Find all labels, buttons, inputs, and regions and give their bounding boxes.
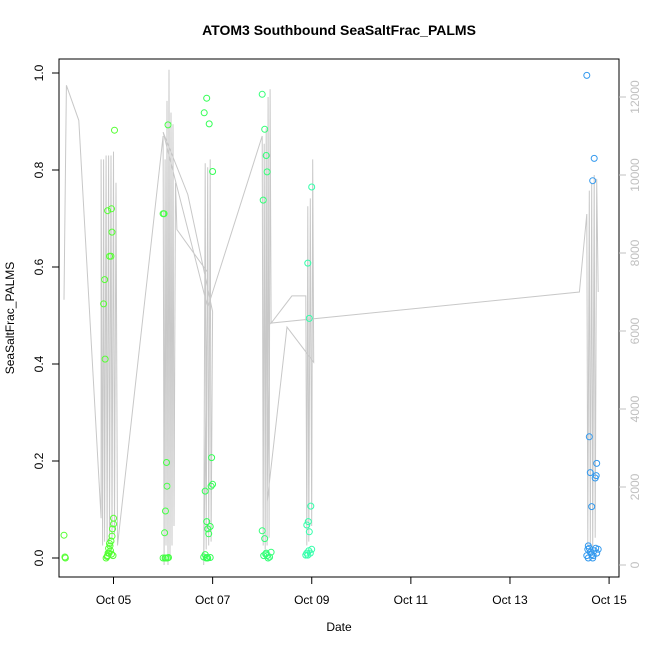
data-point <box>583 71 591 79</box>
data-point <box>101 355 109 363</box>
data-point <box>159 554 167 562</box>
data-point <box>108 228 116 236</box>
altitude-line <box>63 69 599 566</box>
data-point <box>305 314 313 322</box>
data-point <box>161 529 169 537</box>
x-tick-label: Oct 09 <box>294 593 330 607</box>
data-point <box>110 514 117 522</box>
data-point <box>207 482 215 490</box>
data-point <box>259 196 267 204</box>
data-point <box>592 472 600 480</box>
y-tick-label: 0.6 <box>32 258 46 275</box>
data-point <box>108 532 116 540</box>
data-point <box>164 121 172 129</box>
y-tick-label: 0.4 <box>32 355 46 372</box>
data-point <box>304 259 312 267</box>
y2-tick-label: 2000 <box>628 473 642 500</box>
altitude-line-layer <box>63 69 599 566</box>
data-point <box>305 528 313 536</box>
y2-tick-label: 10000 <box>628 158 642 192</box>
data-point <box>205 530 213 538</box>
data-point <box>203 518 211 526</box>
data-point <box>262 152 270 159</box>
data-point <box>209 168 217 175</box>
data-point <box>109 525 116 533</box>
data-point <box>163 482 171 490</box>
data-point <box>586 469 594 477</box>
data-point <box>307 502 315 510</box>
y2-tick-label: 0 <box>628 561 642 568</box>
y-tick-label: 0.8 <box>32 161 46 178</box>
data-point <box>107 537 115 545</box>
data-point <box>204 554 212 562</box>
data-point <box>306 549 314 557</box>
data-point <box>61 554 69 562</box>
data-point <box>109 552 117 560</box>
plot-box <box>58 58 620 578</box>
data-point <box>206 523 214 530</box>
data-point <box>209 480 217 488</box>
x-tick-label: Oct 07 <box>195 593 231 607</box>
data-point <box>200 109 208 117</box>
data-point <box>308 183 316 191</box>
data-point <box>589 177 597 185</box>
data-point <box>160 210 168 218</box>
data-point <box>303 521 311 529</box>
data-point <box>588 503 596 511</box>
data-point <box>108 205 115 213</box>
data-point <box>263 168 271 176</box>
data-point <box>100 300 108 308</box>
x-tick-label: Oct 13 <box>492 593 528 607</box>
y-tick-label: 0.0 <box>32 549 46 566</box>
data-point <box>304 518 312 526</box>
data-point <box>258 90 266 98</box>
data-point <box>106 542 114 550</box>
data-point <box>205 120 213 128</box>
y2-tick-label: 4000 <box>628 395 642 422</box>
data-point <box>107 252 115 260</box>
y2-tick-label: 8000 <box>628 239 642 266</box>
data-point <box>101 276 109 284</box>
data-point <box>593 459 601 467</box>
data-point <box>267 548 275 556</box>
points-layer <box>60 71 602 562</box>
data-point <box>163 459 170 466</box>
data-point <box>203 94 211 102</box>
axes-layer: 0.0 0.2 0.4 0.6 0.8 1.0 0 2000 4000 6000 8000 10000… <box>32 58 642 607</box>
data-point <box>104 207 112 215</box>
data-point <box>162 507 169 515</box>
y2-tick-label: 12000 <box>628 80 642 114</box>
data-point <box>165 554 172 561</box>
data-point <box>308 545 316 553</box>
data-point <box>208 454 216 462</box>
data-point <box>201 487 209 495</box>
data-point <box>111 126 118 134</box>
chart-title: ATOM3 Southbound SeaSaltFrac_PALMS <box>202 22 476 38</box>
data-point <box>206 554 214 561</box>
data-point <box>589 552 597 560</box>
x-tick-label: Oct 11 <box>394 593 429 607</box>
x-tick-label: Oct 05 <box>96 593 132 607</box>
data-point <box>590 154 598 162</box>
x-axis-label: Date <box>326 620 352 634</box>
data-point <box>258 527 266 535</box>
data-point <box>60 531 68 539</box>
y-axis-label: SeaSaltFrac_PALMS <box>3 262 17 375</box>
data-point <box>261 125 269 133</box>
data-point <box>594 545 602 553</box>
data-point <box>585 433 593 441</box>
y2-tick-label: 6000 <box>628 317 642 344</box>
data-point <box>260 552 268 560</box>
x-tick-label: Oct 15 <box>591 593 627 607</box>
data-point <box>261 535 269 543</box>
y-tick-label: 1.0 <box>32 64 46 81</box>
y-tick-label: 0.2 <box>32 452 46 469</box>
